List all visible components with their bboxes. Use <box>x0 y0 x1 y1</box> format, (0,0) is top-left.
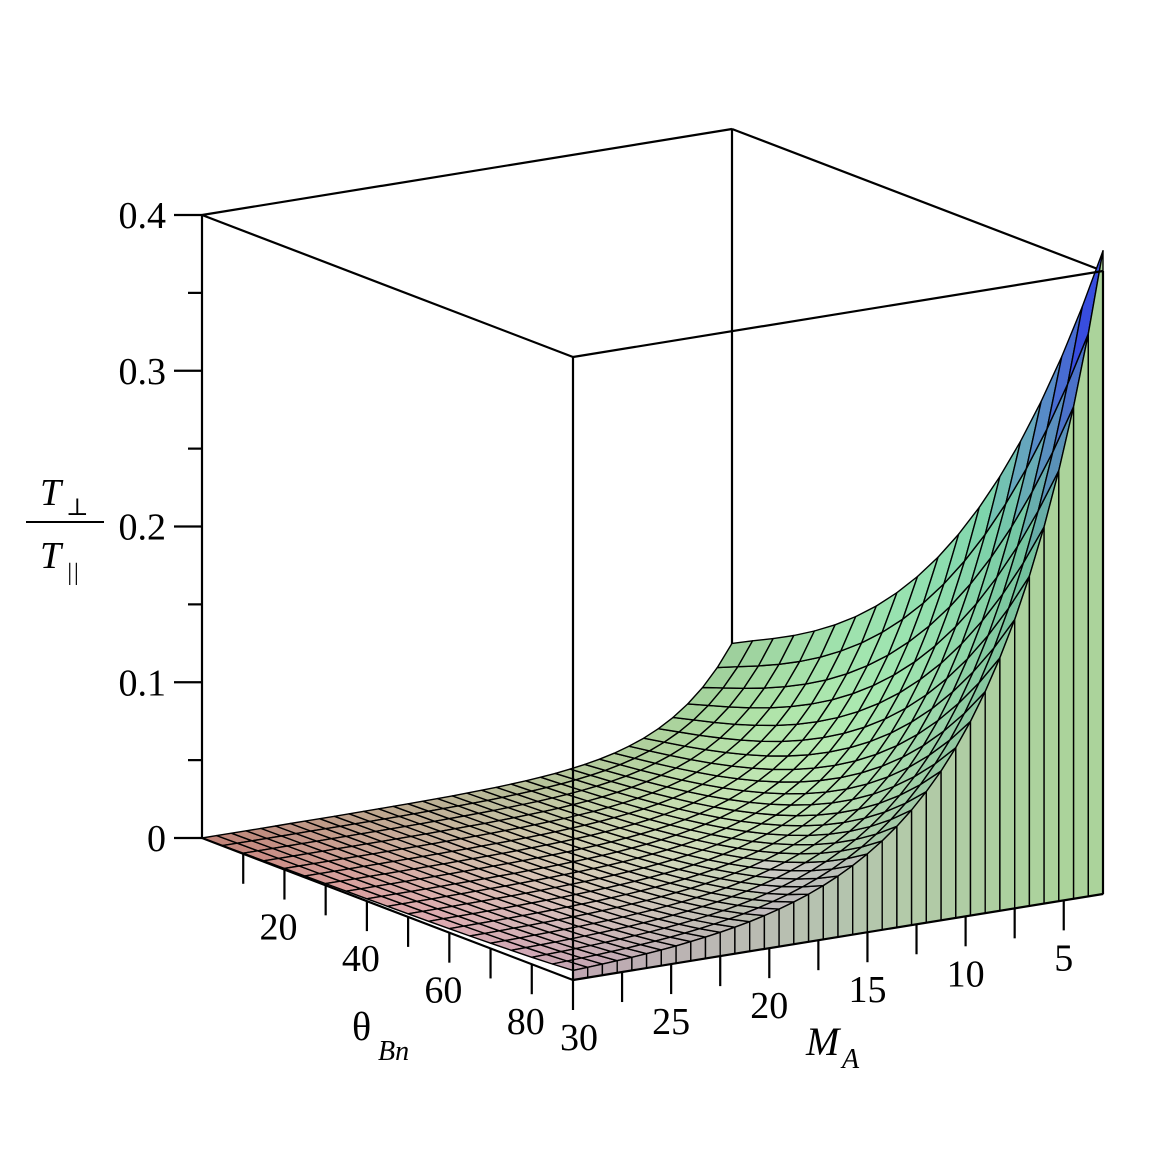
y-axis-label: θ Bn <box>352 1004 409 1067</box>
x-label-sub: A <box>840 1044 860 1075</box>
box-edge-top-front-right <box>572 269 1104 359</box>
z-tick-label: 0.3 <box>119 351 167 393</box>
x-tick-label: 20 <box>750 985 788 1027</box>
surface-skirt <box>1043 469 1060 905</box>
y-tick-label: 60 <box>424 970 462 1012</box>
z-tick-label: 0.2 <box>119 507 167 549</box>
surface-skirt <box>999 618 1016 912</box>
surface-skirt <box>1014 575 1031 909</box>
z-tick-label: 0.1 <box>119 662 167 704</box>
surface-skirt <box>822 875 839 941</box>
box-edge-bottom-left <box>201 836 574 982</box>
x-axis-label: M A <box>805 1019 860 1075</box>
box-edge-top-back-left <box>201 127 733 217</box>
surface-skirt <box>719 926 736 957</box>
surface-skirt <box>925 770 942 924</box>
x-tick-label: 15 <box>848 969 886 1011</box>
surface-skirt <box>1087 250 1104 898</box>
surface-skirt <box>866 840 883 933</box>
z-axis-ticks: 0 0.1 0.2 0.3 0.4 <box>119 195 202 860</box>
x-tick-label: 25 <box>652 1001 690 1043</box>
z-label-denominator-sub: || <box>66 560 79 586</box>
surface-skirt <box>852 853 869 936</box>
surface-skirt <box>690 936 707 962</box>
z-axis-label: T ⊥ T || <box>26 472 104 586</box>
y-axis-ticks: 20 40 60 80 <box>242 853 545 1043</box>
surface-skirt <box>910 790 927 926</box>
surface-skirt <box>896 809 913 929</box>
surface-skirt <box>969 690 986 917</box>
surface-skirt <box>763 908 780 950</box>
surface-skirt <box>749 914 766 952</box>
surface-skirt <box>984 657 1001 914</box>
z-label-denominator: T <box>40 535 64 577</box>
y-tick-label: 20 <box>259 907 297 949</box>
x-label-main: M <box>805 1019 842 1064</box>
surface-mesh <box>201 250 1104 981</box>
z-label-numerator-sub: ⊥ <box>66 495 89 521</box>
x-tick-label: 10 <box>947 953 985 995</box>
x-tick-label: 5 <box>1054 937 1073 979</box>
y-tick-label: 80 <box>507 1001 545 1043</box>
surface-skirt <box>1058 405 1075 902</box>
surface-skirt <box>675 940 692 964</box>
z-tick-label: 0.4 <box>119 195 167 237</box>
surface-skirt <box>881 825 898 931</box>
surface-skirt <box>1028 526 1045 907</box>
surface-skirt <box>1072 333 1090 900</box>
surface-skirt <box>704 931 721 960</box>
box-edge-top-back-right <box>731 127 1104 273</box>
surface-skirt <box>734 921 751 955</box>
surface-skirt <box>793 893 810 945</box>
x-axis-ticks: 30 25 20 15 10 5 <box>560 900 1073 1059</box>
y-label-main: θ <box>352 1004 371 1049</box>
z-tick-label: 0 <box>147 818 166 860</box>
surface-skirt <box>940 747 957 921</box>
y-tick-label: 40 <box>342 938 380 980</box>
y-label-sub: Bn <box>378 1036 409 1067</box>
surface-skirt <box>955 720 972 919</box>
surface-skirt <box>837 864 854 938</box>
x-tick-label: 30 <box>560 1017 598 1059</box>
z-label-numerator: T <box>40 472 64 514</box>
surface-skirt <box>778 901 795 948</box>
box-edge-top-front-left <box>201 213 574 359</box>
surface-skirt <box>807 884 824 943</box>
